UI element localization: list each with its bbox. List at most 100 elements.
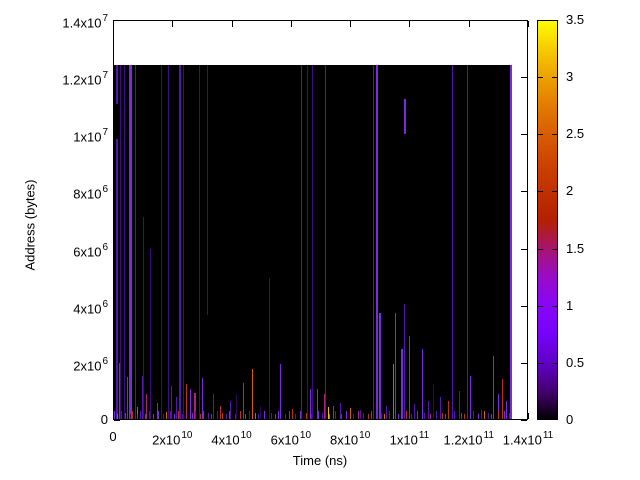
x-axis-title: Time (ns) bbox=[292, 453, 348, 468]
plot-area bbox=[113, 20, 529, 421]
colorbar-tick-mark bbox=[538, 191, 543, 192]
y-tick-mark bbox=[521, 191, 527, 192]
data-line bbox=[502, 379, 503, 420]
x-axis-tick-label-exponent: 11 bbox=[542, 430, 554, 441]
data-line bbox=[179, 65, 181, 420]
baseline-tick bbox=[245, 414, 246, 420]
data-line bbox=[199, 65, 200, 420]
baseline-tick bbox=[473, 411, 474, 420]
data-line bbox=[324, 394, 325, 420]
data-line bbox=[459, 391, 460, 420]
baseline-tick bbox=[278, 411, 279, 420]
colorbar-tick-label-mantissa: 0.5 bbox=[566, 354, 585, 370]
baseline-tick bbox=[289, 411, 290, 420]
colorbar-tick-label-mantissa: 3.5 bbox=[566, 12, 585, 27]
x-axis-tick-label-mantissa: 1.4x10 bbox=[502, 432, 542, 448]
data-line bbox=[194, 393, 196, 420]
x-axis-tick-label-mantissa: 0 bbox=[109, 429, 117, 444]
colorbar-tick-label-mantissa: 2 bbox=[566, 183, 574, 199]
x-axis-tick-label-exponent: 10 bbox=[359, 430, 371, 441]
baseline-tick bbox=[229, 411, 230, 420]
y-axis-tick-label-exponent: 7 bbox=[102, 127, 108, 139]
data-line bbox=[325, 65, 326, 420]
x-axis-tick-label-mantissa: 4x10 bbox=[211, 432, 240, 448]
baseline-tick bbox=[442, 413, 443, 420]
colorbar-tick-mark bbox=[538, 77, 543, 78]
data-line bbox=[127, 377, 128, 420]
data-line bbox=[142, 376, 143, 420]
data-line bbox=[328, 407, 329, 420]
baseline-tick bbox=[226, 414, 227, 420]
baseline-tick bbox=[125, 413, 126, 420]
x-tick-mark bbox=[469, 413, 470, 419]
data-line bbox=[428, 401, 429, 420]
baseline-tick bbox=[271, 413, 272, 420]
colorbar bbox=[537, 20, 558, 420]
baseline-tick bbox=[217, 411, 218, 420]
baseline-tick bbox=[389, 411, 390, 420]
x-tick-mark bbox=[350, 21, 351, 27]
colorbar-tick-mark bbox=[552, 134, 557, 135]
y-axis-tick-label: 0 bbox=[101, 412, 108, 427]
baseline-tick bbox=[311, 414, 312, 420]
data-line bbox=[207, 65, 208, 315]
baseline-tick bbox=[132, 411, 133, 420]
data-line bbox=[183, 65, 184, 420]
baseline-tick bbox=[363, 413, 364, 420]
data-line bbox=[213, 394, 214, 420]
y-tick-mark bbox=[114, 420, 120, 421]
y-axis-tick-label-mantissa: 0 bbox=[100, 412, 108, 427]
baseline-tick bbox=[130, 414, 131, 420]
y-axis-tick-label-exponent: 7 bbox=[102, 70, 108, 82]
x-axis-tick-label-exponent: 10 bbox=[181, 430, 193, 441]
data-line bbox=[506, 401, 507, 420]
y-tick-mark bbox=[521, 20, 527, 21]
colorbar-tick-label-mantissa: 1.5 bbox=[566, 240, 585, 256]
data-line bbox=[340, 403, 341, 420]
baseline-tick bbox=[249, 411, 250, 420]
y-axis-tick-label: 2x106 bbox=[73, 355, 108, 373]
colorbar-tick-label-mantissa: 1 bbox=[566, 297, 574, 313]
data-line bbox=[124, 65, 125, 420]
data-line bbox=[307, 65, 308, 420]
baseline-tick bbox=[235, 414, 236, 420]
baseline-tick bbox=[182, 414, 183, 420]
data-line bbox=[186, 384, 187, 420]
baseline-tick bbox=[178, 411, 179, 420]
baseline-tick bbox=[371, 411, 372, 420]
x-axis-tick-label-exponent: 10 bbox=[240, 430, 252, 441]
data-line bbox=[230, 401, 231, 420]
x-tick-mark bbox=[232, 21, 233, 27]
colorbar-tick-mark bbox=[552, 363, 557, 364]
data-line bbox=[236, 394, 237, 420]
data-line bbox=[310, 389, 311, 420]
data-line bbox=[409, 336, 410, 420]
baseline-tick bbox=[186, 411, 187, 420]
baseline-tick bbox=[195, 411, 196, 420]
x-tick-mark bbox=[528, 413, 529, 419]
y-axis-tick-label-mantissa: 1.4x10 bbox=[62, 15, 102, 31]
data-line bbox=[135, 65, 136, 420]
data-line bbox=[161, 65, 162, 420]
x-axis-tick-label: 6x1010 bbox=[271, 429, 311, 447]
colorbar-tick-label: 1 bbox=[566, 298, 573, 313]
y-axis-tick-label-mantissa: 4x10 bbox=[73, 301, 102, 317]
y-tick-mark bbox=[521, 306, 527, 307]
baseline-tick bbox=[384, 414, 385, 420]
baseline-tick bbox=[255, 413, 256, 420]
x-axis-tick-label: 8x1010 bbox=[330, 429, 370, 447]
x-tick-mark bbox=[232, 413, 233, 419]
baseline-tick bbox=[166, 412, 167, 420]
y-axis-tick-label-mantissa: 1.2x10 bbox=[62, 72, 102, 88]
data-line bbox=[190, 389, 191, 420]
y-axis-tick-label-mantissa: 8x10 bbox=[73, 186, 102, 202]
baseline-tick bbox=[174, 414, 175, 420]
data-line bbox=[395, 313, 396, 420]
data-line bbox=[404, 99, 406, 134]
y-axis-title: Address (bytes) bbox=[22, 179, 38, 271]
data-line bbox=[401, 349, 403, 420]
data-line bbox=[243, 383, 244, 420]
baseline-tick bbox=[406, 411, 407, 420]
y-tick-mark bbox=[521, 420, 527, 421]
colorbar-tick-label: 3.5 bbox=[566, 12, 584, 27]
